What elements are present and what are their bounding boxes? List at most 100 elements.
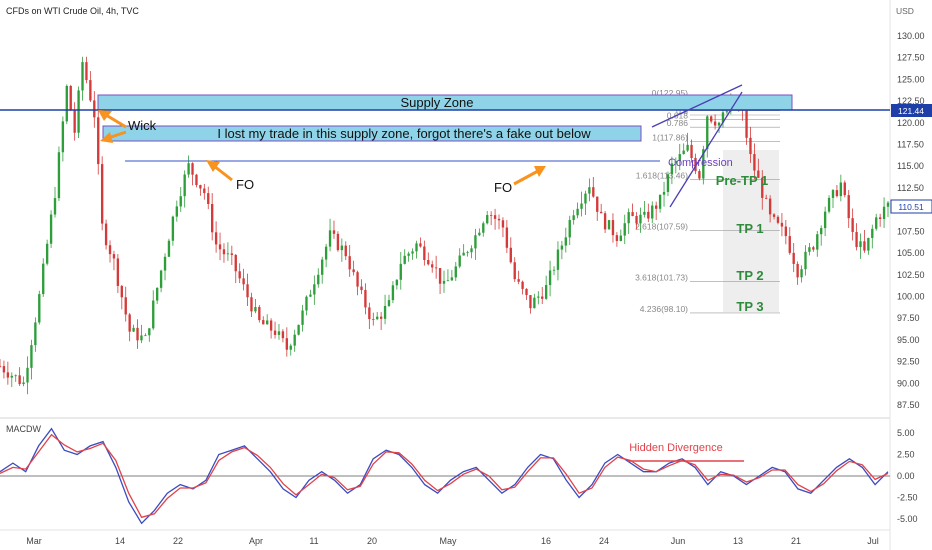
candle [584,190,587,216]
candle [273,321,277,339]
candle [159,269,163,293]
candle-body [623,223,626,236]
candle-body [784,226,788,237]
candle [57,146,61,201]
time-tick-label: 22 [173,536,183,546]
candle [662,181,666,207]
candle [305,295,308,316]
fib-level-label: 1.618(113.46) [636,171,688,181]
candle-body [670,163,674,175]
candle [132,324,135,332]
candle [34,317,37,352]
candle [509,237,512,264]
candle [77,86,80,139]
candle-body [340,245,344,251]
wick-label: Wick [128,118,157,133]
macd-axis[interactable]: 5.00 2.50 0.00 -2.50 -5.00 [897,428,918,524]
time-axis[interactable]: Mar 14 22 Apr 11 20 May 16 24 Jun 13 21 Jul [26,536,879,546]
note-rect[interactable] [102,125,642,142]
candle [564,227,567,253]
fib-level-label: 3.618(101.73) [635,272,688,282]
candle-body [379,316,383,319]
candle-body [765,197,768,199]
tp1-label: TP 1 [736,221,763,236]
candle [2,360,6,379]
time-tick-label: Jun [671,536,686,546]
candle [713,114,717,130]
candle [875,213,878,231]
candle-body [242,278,245,285]
candle-body [505,227,509,248]
candle [505,220,509,254]
candle-body [694,157,697,172]
candle [560,240,564,260]
candle-body [721,112,725,123]
candle [611,213,615,243]
candle [395,279,399,290]
time-tick-label: Apr [249,536,263,546]
candle-body [317,274,320,285]
candle [462,244,465,256]
candle [403,249,406,265]
candle [635,212,638,230]
candle-body [73,110,76,133]
macd-title: MACDW [6,424,41,434]
candle-body [175,206,178,217]
price-tick-label: 125.00 [897,74,925,84]
candle-body [796,263,799,278]
candle-body [132,327,135,332]
candle-body [654,205,658,209]
candle-body [706,116,709,150]
candle-body [851,218,854,233]
price-axis[interactable]: 130.00 127.50 125.00 122.50 120.00 117.50 115.… [897,31,925,410]
candle [784,220,788,245]
candle [717,121,721,133]
candle [517,270,520,285]
candle [592,176,595,198]
candle-body [309,294,312,297]
candle [301,304,304,332]
candle [179,187,182,212]
candle [816,230,819,257]
candle [89,71,92,103]
candle-body [376,316,379,320]
candle-body [501,220,505,228]
fo-right-label: FO [494,180,512,195]
candle [399,251,402,290]
candle [234,254,237,284]
candle [277,324,281,340]
candle-body [572,215,575,220]
compression-upper-line[interactable] [651,84,743,128]
candle-body [544,284,548,299]
candle-body [281,331,285,339]
candle-body [682,150,685,155]
candle [631,203,634,217]
candle [340,238,344,262]
candle-body [859,241,862,248]
time-tick-label: 11 [309,536,318,546]
candle [694,153,697,175]
candle-body [250,297,253,312]
candle [18,367,21,387]
candle-body [576,208,579,216]
candle-body [152,300,155,329]
candle [827,195,831,214]
tp-shaded-area [723,150,779,312]
candle [65,84,68,125]
candle-body [411,251,414,254]
candle-body [49,214,53,244]
candle-body [297,324,300,335]
hidden-divergence-label: Hidden Divergence [629,442,723,454]
candle-body [541,296,544,299]
candle-body [525,288,528,296]
fo-arrow-right [513,166,546,186]
candle [383,294,387,325]
candle-body [509,247,512,263]
candle [175,200,178,222]
candle [144,333,147,337]
candle [878,213,882,227]
candle [796,261,799,285]
compression-lower-line[interactable] [669,91,743,208]
candle [772,213,776,220]
